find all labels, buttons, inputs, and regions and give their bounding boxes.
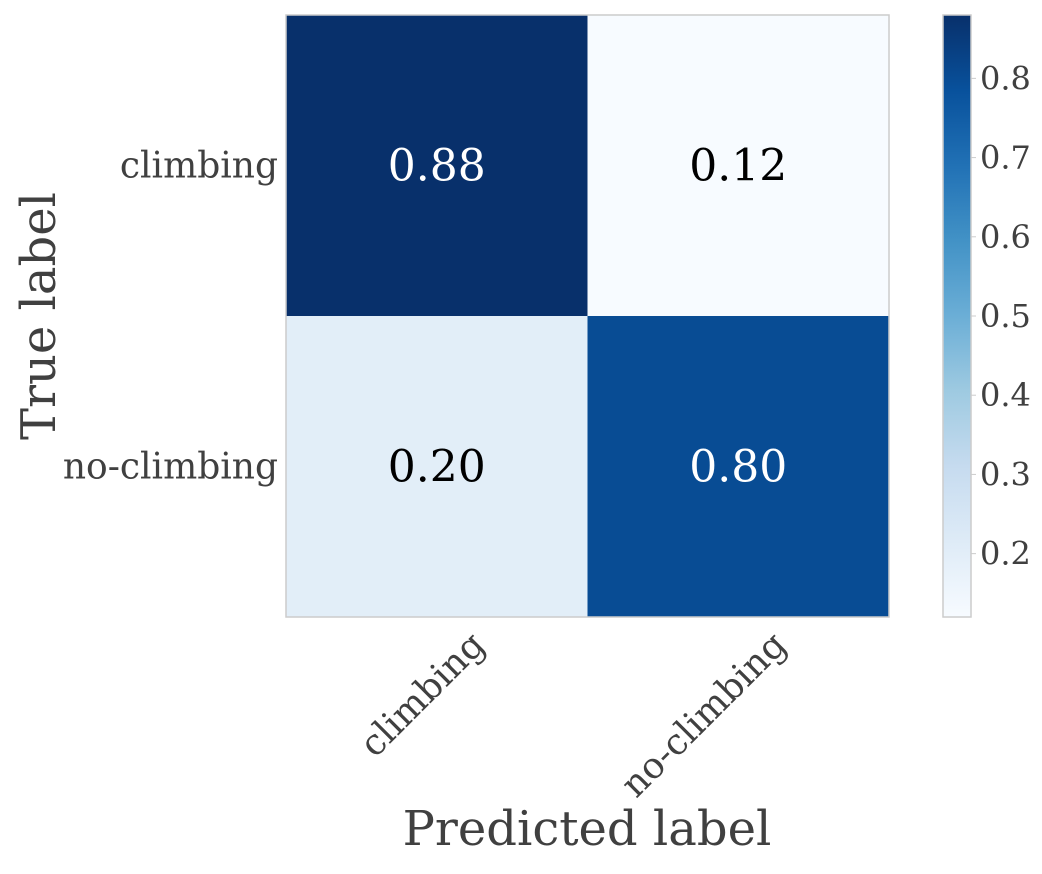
colorbar-tick-label: 0.6 <box>980 218 1031 256</box>
colorbar-tick-label: 0.2 <box>980 535 1031 573</box>
colorbar-tick-label: 0.3 <box>980 455 1031 493</box>
plot-frame <box>285 14 890 618</box>
colorbar-tick-label: 0.7 <box>980 139 1031 177</box>
colorbar-tick-labels: 0.2 0.3 0.4 0.5 0.6 0.7 0.8 <box>971 59 1031 573</box>
colorbar-tick-label: 0.5 <box>980 297 1031 335</box>
heatmap-cell <box>587 316 890 618</box>
y-axis-label: True label <box>11 192 67 440</box>
cell-value-label: 0.20 <box>388 442 486 493</box>
heatmap-cell <box>286 15 588 317</box>
cell-value-label: 0.88 <box>388 141 486 192</box>
x-tick-label: climbing <box>352 624 493 765</box>
colorbar-tick-label: 0.8 <box>980 59 1031 97</box>
cell-value-label: 0.80 <box>689 442 787 493</box>
x-axis-label: Predicted label <box>403 801 772 857</box>
cell-value-label: 0.12 <box>689 141 787 192</box>
y-tick-labels: climbing no-climbing <box>63 146 278 488</box>
colorbar <box>942 14 972 618</box>
x-tick-label: no-climbing <box>613 624 794 805</box>
heatmap-cells: 0.88 0.12 0.20 0.80 <box>286 15 890 618</box>
y-tick-label: climbing <box>120 146 278 187</box>
heatmap-cell <box>587 15 890 317</box>
heatmap-cell <box>286 316 588 618</box>
y-tick-label: no-climbing <box>63 447 278 488</box>
colorbar-tick-label: 0.4 <box>980 376 1031 414</box>
x-tick-labels: climbing no-climbing <box>352 624 794 805</box>
